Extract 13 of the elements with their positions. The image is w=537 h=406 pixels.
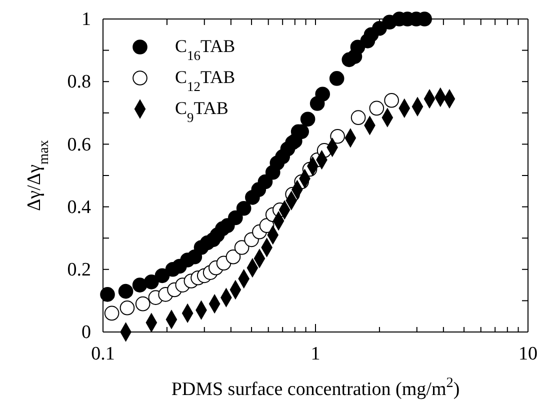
x-tick-label: 10 [518, 343, 537, 364]
y-tick-label: 0 [82, 322, 91, 344]
y-tick-label: 0.6 [67, 134, 91, 156]
y-tick-label: 0.4 [67, 196, 92, 218]
x-tick-label: 0.1 [91, 343, 115, 364]
y-tick-label: 0.8 [67, 72, 91, 93]
legend-label: C$_{16}$TAB [175, 36, 236, 62]
x-axis-title: PDMS surface concentration (mg/m$^{2}$) [171, 375, 460, 400]
y-tick-label: 0.2 [67, 259, 91, 280]
x-tick-label: 1 [310, 343, 320, 364]
legend-label: C$_{9}$TAB [175, 98, 228, 124]
y-tick-label: 1 [82, 9, 91, 30]
legend-label: C$_{12}$TAB [175, 67, 236, 94]
